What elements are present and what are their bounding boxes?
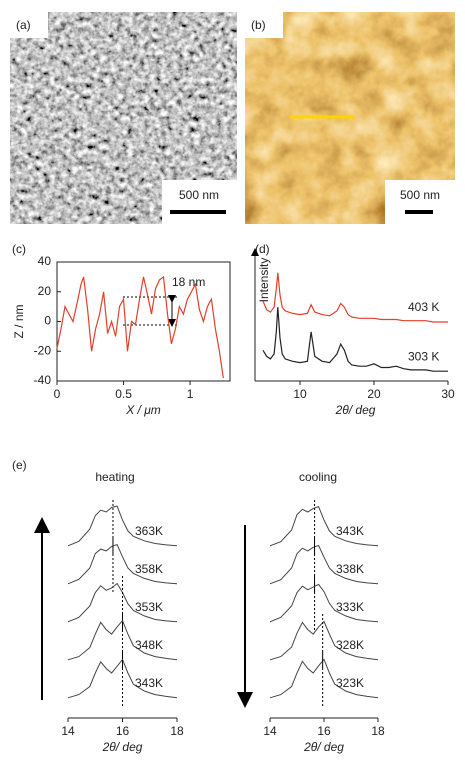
data-line [269,620,379,661]
panel-label: (b) [251,18,266,32]
y-tick-label: -20 [34,343,52,357]
label-box [245,12,283,38]
x-tick-label: 10 [293,387,307,401]
panel-title: cooling [299,470,337,484]
scale-label: 500 nm [400,188,440,202]
series-label: 343K [135,676,163,690]
x-tick-label: 18 [371,724,385,738]
series-label: 338K [336,562,364,576]
y-axis-label: Intensity [257,258,271,303]
data-line [67,658,178,699]
data-line [262,272,448,323]
series-label: 363K [135,524,163,538]
data-line [262,307,448,372]
y-axis-label: Z / nm [12,304,26,338]
x-tick-label: 14 [263,724,277,738]
series-label: 303 K [408,349,439,363]
scale-box [385,180,455,224]
x-axis-label: X / μm [125,403,161,417]
panel-title: heating [95,470,134,484]
series-label: 323K [336,676,364,690]
series-label: 358K [135,562,163,576]
data-line [269,505,379,547]
x-axis-label: 2θ/ deg [102,740,143,754]
x-tick-label: 1 [187,387,194,401]
series-label: 333K [336,600,364,614]
x-tick-label: 20 [367,387,381,401]
x-tick-label: 16 [317,724,331,738]
series-label: 328K [336,638,364,652]
annotation: 18 nm [172,275,205,289]
panel-label: (c) [12,242,26,256]
data-line [67,543,178,585]
scale-label: 500 nm [179,188,219,202]
scale-bar [405,210,433,214]
series-label: 353K [135,600,163,614]
x-tick-label: 30 [441,387,455,401]
data-line [269,583,379,623]
data-line [67,582,178,623]
scale-box [162,180,237,224]
series-label: 348K [135,638,163,652]
y-tick-label: -40 [34,373,52,387]
x-axis-label: 2θ/ deg [335,403,376,417]
x-tick-label: 0 [54,387,61,401]
data-line [269,544,379,585]
x-tick-label: 18 [170,724,184,738]
data-line [67,619,178,661]
x-tick-label: 16 [116,724,130,738]
series-label: 403 K [408,300,439,314]
series-label: 343K [336,524,364,538]
panel-label: (a) [16,18,31,32]
x-tick-label: 0.5 [115,387,132,401]
y-tick-label: 0 [44,314,51,328]
label-box [10,12,48,38]
scale-bar [170,210,226,214]
x-axis-label: 2θ/ deg [303,740,344,754]
data-line [269,658,379,699]
y-tick-label: 40 [38,254,52,268]
panel-label: (d) [255,242,270,256]
data-line [67,505,178,547]
x-tick-label: 14 [61,724,75,738]
panel-label: (e) [12,458,27,472]
y-tick-label: 20 [38,284,52,298]
data-line [56,275,224,379]
